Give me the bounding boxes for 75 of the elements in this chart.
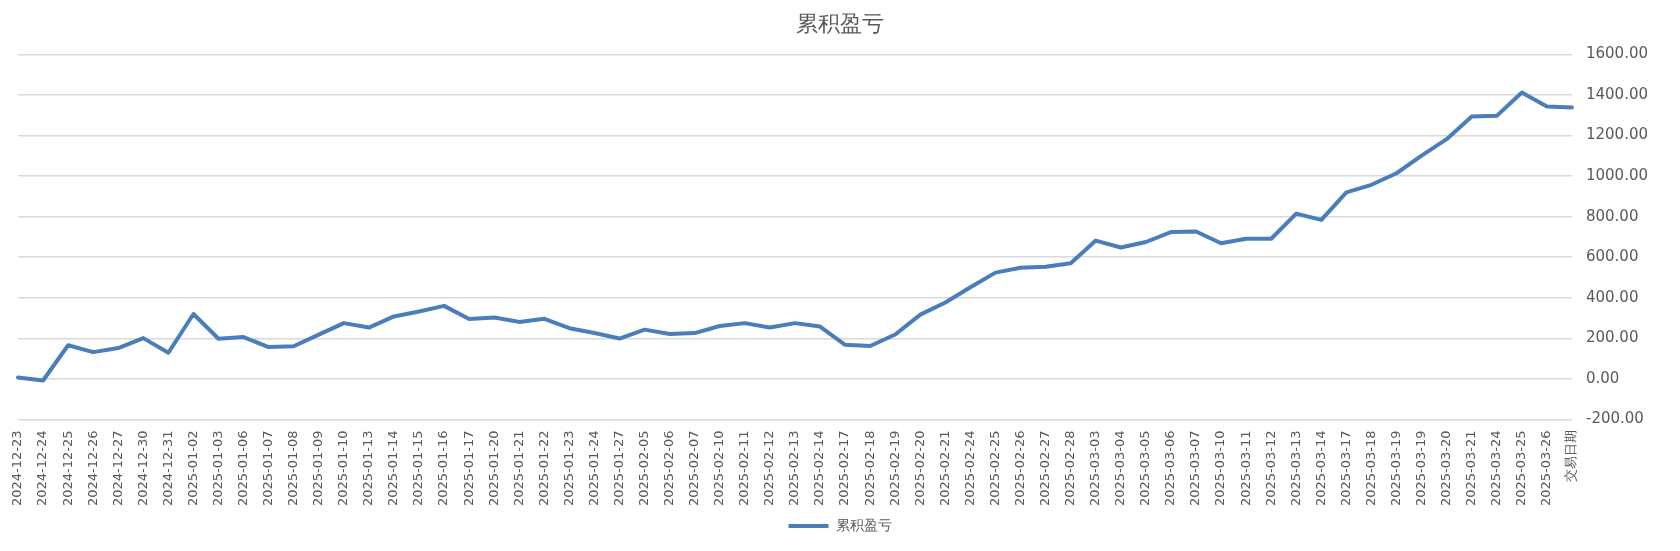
x-tick-label: 2025-01-14	[385, 430, 401, 507]
x-tick-label: 2025-01-07	[260, 430, 276, 507]
x-tick-label: 2024-12-23	[9, 430, 25, 507]
x-tick-label: 2025-02-17	[836, 430, 852, 507]
x-tick-label: 2025-03-18	[1362, 430, 1378, 507]
x-tick-label: 2025-01-21	[510, 430, 526, 507]
x-tick-label: 2025-03-07	[1187, 430, 1203, 507]
x-tick-label: 2025-02-21	[936, 430, 952, 507]
legend-label: 累积盈亏	[835, 516, 892, 533]
y-tick-label: 0.00	[1585, 368, 1620, 387]
y-tick-label: 800.00	[1585, 206, 1639, 225]
x-tick-label: 2025-01-16	[435, 430, 451, 507]
x-tick-label: 2025-01-20	[485, 430, 501, 507]
x-tick-label: 2025-01-08	[285, 430, 301, 507]
x-tick-label: 2025-01-15	[410, 430, 426, 507]
x-tick-label: 2025-03-20	[1438, 430, 1454, 507]
x-tick-label: 2025-02-24	[961, 430, 977, 507]
x-tick-label: 2024-12-31	[159, 430, 175, 507]
x-tick-label: 2025-03-26	[1538, 430, 1554, 507]
x-tick-label: 2025-02-10	[711, 430, 727, 507]
x-tick-label: 2025-02-19	[886, 430, 902, 507]
x-tick-label: 2025-02-14	[811, 430, 827, 507]
y-tick-label: -200.00	[1585, 409, 1644, 428]
x-tick-label: 2025-02-07	[686, 430, 702, 507]
x-tick-label: 2025-03-05	[1137, 430, 1153, 507]
x-tick-label: 2025-02-13	[786, 430, 802, 507]
x-tick-label: 2025-01-13	[360, 430, 376, 507]
x-tick-label: 2025-03-21	[1463, 430, 1479, 507]
x-tick-label: 2025-02-25	[986, 430, 1002, 507]
x-tick-label: 2025-03-24	[1488, 430, 1504, 507]
x-tick-label: 2025-02-06	[661, 430, 677, 507]
x-tick-label: 2025-01-24	[585, 430, 601, 507]
x-tick-label: 2025-02-28	[1062, 430, 1078, 507]
x-tick-label: 2025-01-06	[234, 430, 250, 507]
x-tick-label: 2025-02-11	[736, 430, 752, 507]
x-tick-label: 2025-03-10	[1212, 430, 1228, 507]
x-tick-label: 2025-03-13	[1287, 430, 1303, 507]
x-tick-label: 2025-01-22	[535, 430, 551, 507]
y-tick-label: 1200.00	[1585, 125, 1648, 144]
x-tick-label: 2025-01-09	[310, 430, 326, 507]
x-tick-label: 2024-12-25	[59, 430, 75, 507]
y-tick-label: 1400.00	[1585, 84, 1648, 103]
x-tick-label: 2025-03-11	[1237, 430, 1253, 507]
x-tick-label: 2025-03-12	[1262, 430, 1278, 507]
x-tick-label: 2024-12-26	[84, 430, 100, 507]
y-tick-label: 400.00	[1585, 287, 1639, 306]
x-tick-label: 2025-02-27	[1037, 430, 1052, 507]
x-tick-label: 2025-03-03	[1087, 430, 1103, 507]
x-tick-label: 交易日期	[1563, 430, 1579, 483]
x-tick-label: 2025-03-06	[1162, 430, 1178, 507]
x-tick-label: 2025-02-05	[635, 430, 651, 507]
x-tick-label: 2025-03-19	[1387, 430, 1403, 507]
x-tick-label: 2025-02-20	[911, 430, 927, 507]
x-tick-label: 2025-02-26	[1011, 430, 1027, 507]
x-tick-label: 2025-02-12	[761, 430, 777, 507]
x-tick-label: 2025-01-27	[610, 430, 626, 507]
y-tick-label: 1000.00	[1585, 165, 1648, 184]
x-tick-label: 2025-03-14	[1312, 430, 1328, 507]
x-tick-label: 2024-12-27	[109, 430, 125, 507]
x-tick-label: 2025-03-25	[1513, 430, 1529, 507]
x-tick-label: 2025-03-17	[1337, 430, 1353, 507]
y-tick-label: 200.00	[1585, 328, 1639, 347]
x-tick-label: 2025-01-17	[460, 430, 476, 507]
x-tick-label: 2024-12-24	[34, 430, 50, 507]
x-tick-label: 2025-02-18	[861, 430, 877, 507]
x-tick-label: 2024-12-30	[134, 430, 150, 507]
x-tick-label: 2025-01-23	[560, 430, 576, 507]
y-tick-label: 1600.00	[1585, 44, 1648, 63]
x-tick-label: 2025-01-02	[184, 430, 200, 507]
x-tick-label: 2025-03-04	[1112, 430, 1128, 507]
x-tick-label: 2025-03-19	[1412, 430, 1428, 507]
chart-title: 累积盈亏	[796, 10, 884, 36]
x-tick-label: 2025-01-03	[209, 430, 225, 507]
x-tick-label: 2025-01-10	[335, 430, 351, 507]
y-tick-label: 600.00	[1585, 247, 1639, 266]
